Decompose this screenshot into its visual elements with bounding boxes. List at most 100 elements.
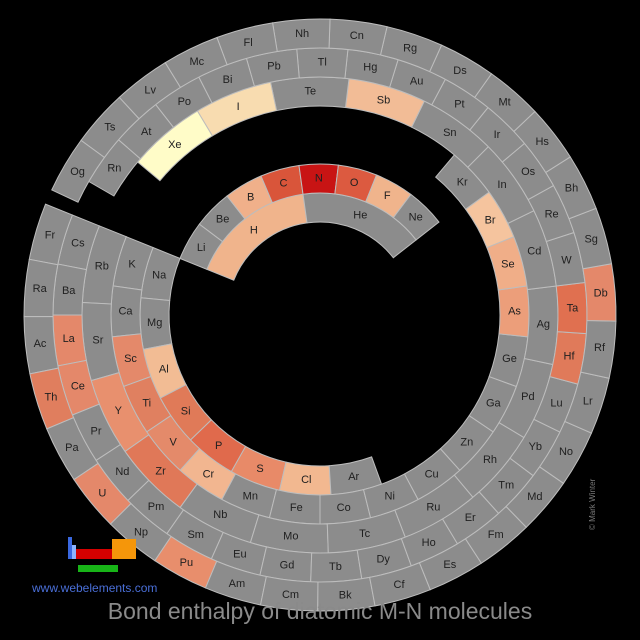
element-symbol: Nd bbox=[115, 466, 129, 478]
element-cell-fe[interactable]: Fe bbox=[268, 489, 321, 525]
element-cell-ag[interactable]: Ag bbox=[523, 285, 559, 366]
element-symbol: Fr bbox=[45, 229, 56, 241]
element-cell-cs[interactable]: Cs bbox=[57, 214, 100, 271]
element-cell-am[interactable]: Am bbox=[204, 560, 267, 606]
element-symbol: Po bbox=[178, 96, 191, 108]
webelements-periodic-logo-icon bbox=[68, 537, 136, 572]
element-symbol: Sr bbox=[92, 334, 103, 346]
element-cell-md[interactable]: Md bbox=[505, 466, 565, 528]
element-cell-ca[interactable]: Ca bbox=[110, 285, 143, 338]
element-cell-n[interactable]: N bbox=[298, 163, 339, 195]
element-cell-sg[interactable]: Sg bbox=[568, 207, 613, 270]
element-cell-mg[interactable]: Mg bbox=[139, 297, 173, 350]
element-cell-tb[interactable]: Tb bbox=[310, 549, 363, 583]
element-cell-as[interactable]: As bbox=[497, 285, 530, 338]
element-symbol: Rn bbox=[107, 162, 121, 174]
element-cell-nh[interactable]: Nh bbox=[272, 18, 331, 53]
element-symbol: Rb bbox=[95, 261, 109, 273]
element-symbol: S bbox=[256, 463, 263, 475]
element-cell-ba[interactable]: Ba bbox=[52, 263, 87, 316]
element-symbol: Mt bbox=[498, 97, 510, 109]
element-symbol: Yb bbox=[529, 441, 542, 453]
element-symbol: Ba bbox=[62, 285, 76, 297]
element-symbol: In bbox=[497, 179, 506, 191]
element-symbol: Ds bbox=[453, 65, 467, 77]
element-symbol: As bbox=[508, 306, 521, 318]
element-symbol: C bbox=[280, 178, 288, 190]
element-symbol: Cm bbox=[282, 589, 299, 601]
element-symbol: Re bbox=[545, 208, 559, 220]
element-symbol: Na bbox=[152, 270, 167, 282]
element-symbol: Cu bbox=[425, 468, 439, 480]
element-symbol: Am bbox=[229, 578, 246, 590]
element-cell-mc[interactable]: Mc bbox=[164, 36, 228, 89]
element-cell-og[interactable]: Og bbox=[51, 139, 106, 203]
element-symbol: Hs bbox=[535, 136, 549, 148]
element-symbol: Ni bbox=[385, 491, 395, 503]
element-symbol: Au bbox=[410, 76, 423, 88]
element-symbol: Lu bbox=[550, 397, 562, 409]
element-symbol: U bbox=[98, 488, 106, 500]
element-symbol: Es bbox=[443, 559, 456, 571]
element-symbol: Hf bbox=[564, 351, 576, 363]
element-cell-ta[interactable]: Ta bbox=[555, 281, 588, 335]
element-cell-shape bbox=[392, 193, 440, 241]
element-cell-ra[interactable]: Ra bbox=[23, 258, 59, 318]
element-symbol: Er bbox=[465, 512, 476, 524]
element-symbol: Mc bbox=[189, 56, 204, 68]
element-cell-hs[interactable]: Hs bbox=[513, 110, 571, 174]
element-symbol: At bbox=[141, 126, 151, 138]
element-symbol: Md bbox=[527, 491, 542, 503]
element-symbol: Db bbox=[594, 287, 608, 299]
element-symbol: Bh bbox=[565, 183, 578, 195]
element-symbol: Pm bbox=[148, 501, 165, 513]
element-symbol: Sb bbox=[377, 95, 390, 107]
element-symbol: O bbox=[350, 177, 359, 189]
element-cell-tl[interactable]: Tl bbox=[296, 47, 349, 79]
element-symbol: Fm bbox=[488, 529, 504, 541]
element-symbol: Bk bbox=[339, 589, 352, 601]
element-symbol: Mg bbox=[147, 317, 162, 329]
element-symbol: Ca bbox=[118, 306, 133, 318]
element-symbol: Pt bbox=[454, 98, 464, 110]
element-cell-ne[interactable]: Ne bbox=[392, 193, 440, 241]
element-cell-bh[interactable]: Bh bbox=[545, 156, 597, 220]
element-symbol: Se bbox=[501, 259, 514, 271]
element-symbol: Nb bbox=[213, 509, 227, 521]
element-cell-ac[interactable]: Ac bbox=[23, 315, 59, 375]
element-symbol: Ta bbox=[567, 302, 580, 314]
element-symbol: Pu bbox=[180, 557, 193, 569]
element-cell-ga[interactable]: Ga bbox=[468, 375, 518, 433]
element-symbol: Al bbox=[159, 364, 169, 376]
element-symbol: Cf bbox=[394, 579, 406, 591]
element-symbol: Ts bbox=[104, 122, 116, 134]
element-cell-co[interactable]: Co bbox=[319, 489, 372, 525]
page-title: Bond enthalpy of diatomic M-N molecules bbox=[107, 598, 533, 624]
element-symbol: Ti bbox=[142, 397, 151, 409]
element-symbol: Ag bbox=[537, 319, 550, 331]
element-cell-shape bbox=[51, 139, 106, 203]
element-symbol: Si bbox=[181, 406, 191, 418]
website-link[interactable]: www.webelements.com bbox=[32, 581, 158, 595]
element-symbol: Og bbox=[70, 166, 85, 178]
credit-text: © Mark Winter bbox=[588, 478, 597, 530]
element-cell-pa[interactable]: Pa bbox=[46, 417, 99, 481]
element-cell-cl[interactable]: Cl bbox=[278, 461, 332, 496]
element-symbol: Bi bbox=[223, 74, 233, 86]
element-symbol: He bbox=[353, 209, 367, 221]
element-symbol: Hg bbox=[363, 62, 377, 74]
element-symbol: Cs bbox=[71, 237, 85, 249]
element-symbol: Kr bbox=[457, 176, 468, 188]
element-symbol: Fe bbox=[290, 502, 303, 514]
element-cell-la[interactable]: La bbox=[52, 314, 87, 367]
element-cell-cm[interactable]: Cm bbox=[259, 575, 319, 612]
element-symbol: Ce bbox=[71, 381, 85, 393]
element-symbol: Zr bbox=[155, 466, 166, 478]
element-symbol: Lr bbox=[583, 396, 593, 408]
element-cell-te[interactable]: Te bbox=[269, 76, 350, 112]
element-symbol: Sm bbox=[187, 529, 204, 541]
element-cell-se[interactable]: Se bbox=[486, 236, 528, 291]
element-cell-db[interactable]: Db bbox=[582, 263, 617, 322]
element-symbol: W bbox=[561, 254, 572, 266]
